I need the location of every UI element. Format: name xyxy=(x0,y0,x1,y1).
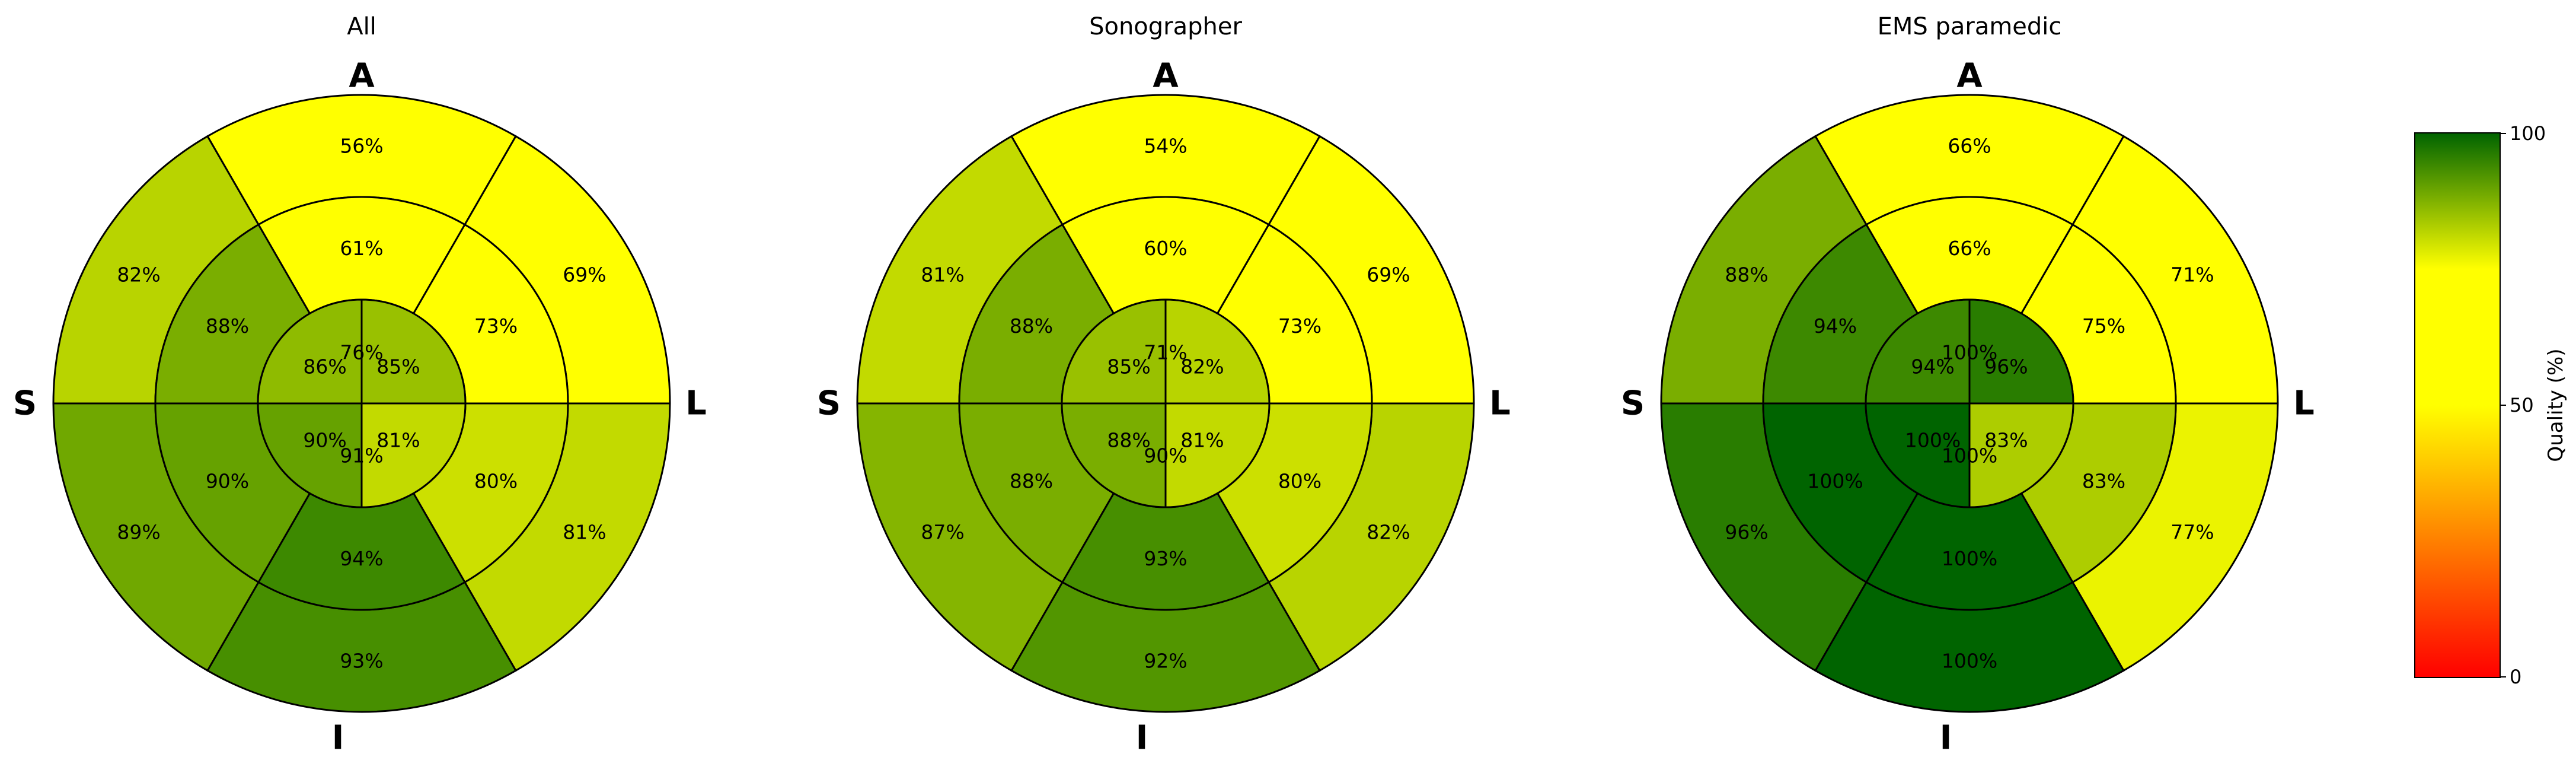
inner-value-label: 90% xyxy=(303,428,346,451)
inner-value-label: 100% xyxy=(1905,428,1961,451)
middle-value-label: 88% xyxy=(1010,314,1053,338)
outer-value-label: 96% xyxy=(1725,521,1768,544)
colorbar-gradient xyxy=(2414,132,2501,678)
inner-value-label: 82% xyxy=(1180,355,1224,378)
outer-value-label: 56% xyxy=(340,135,383,158)
colorbar-label: Quality (%) xyxy=(2544,348,2568,462)
panel-title: All xyxy=(347,13,376,40)
middle-value-label: 93% xyxy=(1144,547,1187,570)
outer-value-label: 92% xyxy=(1144,650,1187,673)
inner-segment-0 xyxy=(1164,298,1271,405)
bullseye-panel-1: Sonographer 54% 69% 82% 92% 87% 81% 60% 73% 80% 93… xyxy=(817,13,1511,758)
inner-value-label: 85% xyxy=(1107,355,1150,378)
inner-value-label: 86% xyxy=(303,355,346,378)
inner-segment-3 xyxy=(257,298,363,405)
inner-segment-3 xyxy=(1061,298,1167,405)
center-value-label: 76% xyxy=(340,341,383,364)
inner-segment-2 xyxy=(1865,402,1971,508)
outer-value-label: 81% xyxy=(921,263,964,287)
inner-segment-0 xyxy=(360,298,467,405)
bullseye-panel-2: EMS paramedic66%71%77%100%96%88%66%75%83… xyxy=(1621,13,2315,758)
inner-segment-2 xyxy=(1061,402,1167,508)
middle-value-label: 80% xyxy=(474,469,518,492)
orientation-label-bottom: I xyxy=(332,719,344,758)
center-value-label: 100% xyxy=(1942,444,1997,467)
inner-segment-1 xyxy=(1164,402,1271,508)
orientation-label-top: A xyxy=(349,57,375,96)
outer-value-label: 54% xyxy=(1144,135,1187,158)
outer-value-label: 71% xyxy=(2170,263,2214,287)
middle-value-label: 100% xyxy=(1807,469,1863,492)
orientation-label-left: S xyxy=(1621,384,1645,423)
middle-value-label: 73% xyxy=(474,314,518,338)
inner-value-label: 94% xyxy=(1911,355,1954,378)
outer-value-label: 82% xyxy=(1367,521,1410,544)
orientation-label-bottom: I xyxy=(1136,719,1148,758)
middle-value-label: 75% xyxy=(2082,314,2125,338)
orientation-label-left: S xyxy=(13,384,37,423)
middle-value-label: 94% xyxy=(340,547,383,570)
outer-value-label: 87% xyxy=(921,521,964,544)
inner-segment-3 xyxy=(1865,298,1971,405)
outer-value-label: 69% xyxy=(563,263,606,287)
orientation-label-bottom: I xyxy=(1940,719,1952,758)
outer-value-label: 82% xyxy=(117,263,160,287)
panel-title: EMS paramedic xyxy=(1878,13,2062,40)
bullseye-panels: All56%69%81%93%89%82%61%73%80%94%90%88%8… xyxy=(13,13,2315,758)
center-value-label: 71% xyxy=(1144,341,1187,364)
inner-value-label: 88% xyxy=(1107,428,1150,451)
outer-value-label: 81% xyxy=(563,521,606,544)
outer-value-label: 100% xyxy=(1942,650,1997,673)
middle-value-label: 80% xyxy=(1278,469,1321,492)
colorbar-tick-label-100: 100 xyxy=(2510,122,2546,145)
middle-value-label: 88% xyxy=(206,314,249,338)
bullseye-panel-0: All 56% 69% 81% 93% 89% 82% 61% 73% 80% 94% 90% 88% 8… xyxy=(13,13,707,758)
inner-value-label: 81% xyxy=(1180,428,1224,451)
outer-value-label: 93% xyxy=(340,650,383,673)
middle-value-label: 61% xyxy=(340,237,383,260)
inner-value-label: 85% xyxy=(376,355,420,378)
middle-value-label: 88% xyxy=(1010,469,1053,492)
inner-value-label: 81% xyxy=(376,428,420,451)
orientation-label-right: L xyxy=(685,384,707,423)
middle-value-label: 83% xyxy=(2082,469,2125,492)
inner-segment-1 xyxy=(360,402,467,508)
orientation-label-right: L xyxy=(2293,384,2315,423)
orientation-label-top: A xyxy=(1153,57,1179,96)
orientation-label-left: S xyxy=(817,384,841,423)
colorbar-tick-label-50: 50 xyxy=(2510,394,2534,416)
center-value-label: 91% xyxy=(340,444,383,467)
outer-value-label: 88% xyxy=(1725,263,1768,287)
middle-value-label: 100% xyxy=(1942,547,1997,570)
colorbar-tick-label-0: 0 xyxy=(2510,666,2521,688)
outer-value-label: 77% xyxy=(2170,521,2214,544)
outer-value-label: 66% xyxy=(1948,135,1991,158)
middle-value-label: 90% xyxy=(206,469,249,492)
middle-value-label: 60% xyxy=(1144,237,1187,260)
center-value-label: 100% xyxy=(1942,341,1997,364)
middle-value-label: 94% xyxy=(1814,314,1857,338)
outer-value-label: 69% xyxy=(1367,263,1410,287)
middle-value-label: 73% xyxy=(1278,314,1321,338)
outer-value-label: 89% xyxy=(117,521,160,544)
center-value-label: 90% xyxy=(1144,444,1187,467)
orientation-label-top: A xyxy=(1956,57,1983,96)
inner-segment-0 xyxy=(1968,298,2074,405)
panel-title: Sonographer xyxy=(1089,13,1242,40)
middle-value-label: 66% xyxy=(1948,237,1991,260)
inner-segment-1 xyxy=(1968,402,2074,508)
inner-segment-2 xyxy=(257,402,363,508)
colorbar: 100 50 0 Quality (%) xyxy=(2414,122,2568,688)
orientation-label-right: L xyxy=(1489,384,1511,423)
inner-value-label: 83% xyxy=(1984,428,2028,451)
inner-value-label: 96% xyxy=(1984,355,2028,378)
